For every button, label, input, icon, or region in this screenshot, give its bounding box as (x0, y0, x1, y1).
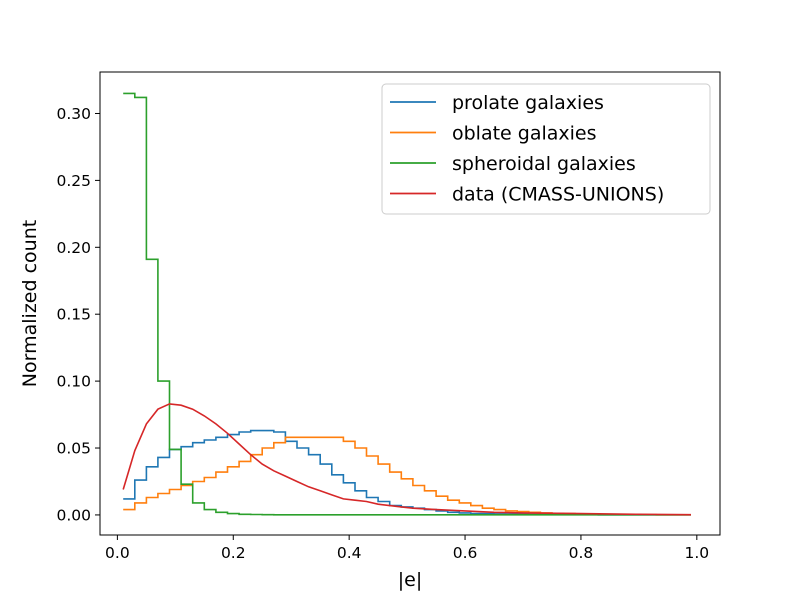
x-tick-label: 0.6 (453, 544, 478, 562)
x-tick-label: 0.0 (105, 544, 130, 562)
x-tick-label: 0.2 (221, 544, 246, 562)
legend-entry: spheroidal galaxies (452, 153, 636, 175)
x-tick-label: 0.4 (337, 544, 362, 562)
y-tick-label: 0.00 (56, 506, 91, 524)
series-line-3 (122, 403, 692, 516)
y-tick-label: 0.25 (56, 172, 91, 190)
x-axis: 0.0 0.2 0.4 0.6 0.8 1.0 (105, 535, 709, 562)
legend-box (381, 83, 711, 215)
series-line-1 (123, 436, 691, 516)
legend: prolate galaxies oblate galaxies spheroida… (381, 83, 711, 215)
legend-entry: oblate galaxies (452, 123, 597, 145)
x-tick-label: 0.8 (569, 544, 594, 562)
y-tick-label: 0.30 (56, 105, 91, 123)
y-axis-label: Normalized count (19, 220, 41, 387)
x-tick-label: 1.0 (684, 544, 709, 562)
series-line-2 (123, 92, 691, 516)
y-tick-label: 0.20 (56, 239, 91, 257)
y-tick-label: 0.05 (56, 440, 91, 458)
plot-frame (99, 71, 721, 536)
y-tick-label: 0.10 (56, 373, 91, 391)
plot-series (122, 92, 692, 516)
y-tick-label: 0.15 (56, 306, 91, 324)
y-axis: 0.00 0.05 0.10 0.15 0.20 0.25 0.30 (56, 105, 100, 524)
x-axis-label: |e| (398, 569, 423, 591)
series-line-0 (123, 429, 691, 516)
legend-entry: data (CMASS-UNIONS) (452, 184, 664, 206)
legend-entry: prolate galaxies (452, 92, 604, 114)
